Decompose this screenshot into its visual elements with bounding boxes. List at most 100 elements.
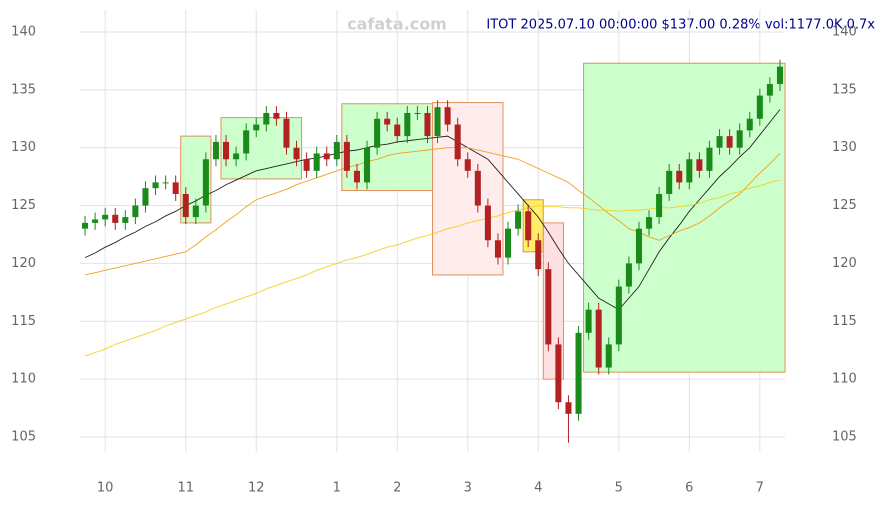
candle-body	[182, 193, 189, 218]
x-tick-label: 1	[333, 481, 341, 496]
candle-body	[414, 112, 421, 114]
candle-body	[263, 112, 270, 125]
candle-body	[505, 228, 512, 258]
x-tick-label: 3	[464, 481, 472, 496]
y-tick-label: 115	[11, 314, 36, 329]
candle-body	[152, 182, 159, 189]
candle-body	[233, 153, 240, 160]
candle-body	[494, 240, 501, 258]
candle-body	[424, 112, 431, 137]
candle-body	[676, 170, 683, 183]
candle-body	[122, 217, 129, 223]
y-tick-label-right: 120	[832, 256, 857, 271]
candle-body	[82, 222, 89, 229]
y-tick-label: 125	[11, 198, 36, 213]
y-tick-label: 105	[11, 429, 36, 444]
candle-body	[444, 107, 451, 125]
x-tick-label: 6	[685, 481, 693, 496]
x-tick-label: 10	[97, 481, 114, 496]
x-tick-label: 12	[248, 481, 265, 496]
candle-body	[384, 118, 391, 125]
candle-body	[243, 130, 250, 154]
candle-body	[666, 170, 673, 194]
candle-body	[575, 332, 582, 414]
candle-body	[454, 124, 461, 160]
candle-body	[736, 130, 743, 148]
y-tick-label-right: 130	[832, 140, 857, 155]
candle-body	[746, 118, 753, 131]
y-tick-label-right: 105	[832, 429, 857, 444]
candle-body	[555, 344, 562, 403]
candle-body	[172, 182, 179, 194]
candle-body	[706, 147, 713, 171]
candle-body	[756, 95, 763, 119]
candle-body	[112, 214, 119, 223]
candle-body	[142, 188, 149, 206]
candle-body	[283, 118, 290, 148]
candle-body	[293, 147, 300, 160]
candle-body	[202, 159, 209, 206]
x-tick-label: 2	[393, 481, 401, 496]
candle-body	[333, 141, 340, 160]
candle-body	[374, 118, 381, 148]
candle-body	[726, 136, 733, 148]
candle-body	[484, 205, 491, 241]
candle-body	[585, 309, 592, 333]
candle-body	[364, 147, 371, 183]
y-tick-label-right: 110	[832, 372, 857, 387]
candle-body	[192, 205, 199, 218]
candle-body	[545, 269, 552, 345]
candle-body	[535, 240, 542, 270]
candle-body	[595, 309, 602, 368]
candle-body	[656, 193, 663, 218]
candle-body	[394, 124, 401, 137]
candle-body	[615, 286, 622, 345]
x-tick-label: 4	[534, 481, 542, 496]
zone-box	[432, 102, 504, 276]
candle-body	[646, 217, 653, 229]
ma-line	[84, 109, 781, 311]
candle-body	[323, 153, 330, 160]
candle-body	[776, 66, 783, 85]
candle-body	[696, 159, 703, 171]
y-tick-label-right: 125	[832, 198, 857, 213]
ma-line	[84, 147, 781, 276]
y-tick-label: 130	[11, 140, 36, 155]
candle-body	[353, 170, 360, 183]
candle-body	[474, 170, 481, 206]
candle-body	[635, 228, 642, 264]
y-tick-label: 140	[11, 24, 36, 39]
candle-body	[102, 214, 109, 220]
candle-body	[92, 219, 99, 223]
candle-body	[223, 141, 230, 160]
candle-body	[434, 107, 441, 137]
y-tick-label-right: 140	[832, 24, 857, 39]
ma-line	[84, 179, 781, 357]
candle-body	[273, 112, 280, 119]
candle-body	[515, 211, 522, 229]
y-tick-label: 135	[11, 82, 36, 97]
x-tick-label: 5	[615, 481, 623, 496]
candle-body	[686, 159, 693, 183]
candle-body	[605, 344, 612, 368]
y-tick-label: 110	[11, 372, 36, 387]
y-tick-label-right: 135	[832, 82, 857, 97]
x-tick-label: 11	[177, 481, 194, 496]
candle-body	[313, 153, 320, 171]
candle-body	[525, 211, 532, 241]
candle-body	[766, 84, 773, 96]
candle-body	[565, 402, 572, 414]
chart-title: ITOT 2025.07.10 00:00:00 $137.00 0.28% v…	[486, 18, 875, 33]
candle-body	[303, 159, 310, 171]
candle-body	[716, 136, 723, 148]
candle-body	[132, 205, 139, 218]
y-tick-label: 120	[11, 256, 36, 271]
candle-body	[404, 112, 411, 137]
candle-body	[343, 141, 350, 171]
candle-body	[212, 141, 219, 160]
candle-body	[464, 159, 471, 171]
x-tick-label: 7	[756, 481, 764, 496]
candle-body	[625, 263, 632, 287]
candle-body	[162, 182, 169, 184]
